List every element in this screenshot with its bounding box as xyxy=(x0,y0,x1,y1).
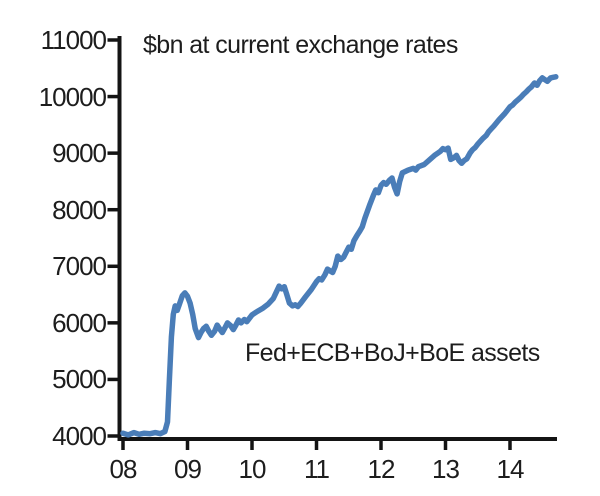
x-tick-label: 08 xyxy=(109,454,138,484)
x-tick-label: 09 xyxy=(174,454,202,484)
assets-data-line xyxy=(120,74,559,438)
y-tick-label: 5000 xyxy=(52,364,107,395)
series-annotation: Fed+ECB+BoJ+BoE assets xyxy=(245,339,540,367)
x-tick-label: 11 xyxy=(304,454,330,484)
x-tick-label: 14 xyxy=(496,454,525,484)
y-tick-label: 9000 xyxy=(52,138,107,169)
y-tick-label: 11000 xyxy=(40,25,107,55)
y-tick-label: 6000 xyxy=(52,307,107,338)
y-tick-label: 7000 xyxy=(52,251,107,282)
y-tick-label: 10000 xyxy=(38,81,107,112)
chart-title: $bn at current exchange rates xyxy=(143,31,458,59)
x-tick-label: 12 xyxy=(367,454,396,484)
x-tick-label: 10 xyxy=(238,454,267,484)
y-tick-label: 8000 xyxy=(52,194,107,225)
x-tick-label: 13 xyxy=(432,454,460,484)
y-tick-label: 4000 xyxy=(52,421,107,451)
